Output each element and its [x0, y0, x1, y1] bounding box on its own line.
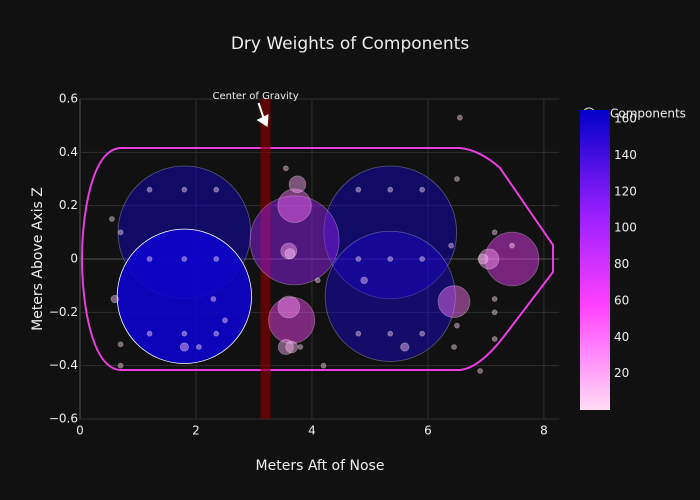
bubble — [509, 242, 515, 249]
bubble — [285, 340, 298, 354]
bubble — [210, 296, 217, 302]
y-tick-label: 0.6 — [59, 92, 78, 106]
bubble — [268, 296, 316, 344]
y-axis-title: Meters Above Axis Z — [30, 187, 46, 331]
bubble — [249, 195, 340, 286]
bubble — [360, 276, 368, 285]
bubble — [213, 256, 220, 262]
bubble — [387, 186, 394, 193]
bubble — [454, 176, 460, 182]
x-tick-label: 2 — [192, 424, 200, 438]
bubble — [108, 216, 115, 222]
bubble — [277, 339, 294, 355]
cg-bar — [260, 99, 271, 419]
bubble — [456, 114, 463, 121]
x-axis-title: Meters Aft of Nose — [256, 458, 385, 474]
bubble — [355, 330, 362, 337]
y-tick-label: −0.2 — [49, 305, 78, 319]
x-tick-label: 8 — [540, 424, 548, 438]
bubble — [478, 248, 500, 270]
bubble — [277, 295, 301, 319]
bubble — [284, 248, 296, 260]
bubble — [179, 342, 189, 352]
bubble — [282, 165, 289, 172]
bubble — [280, 242, 298, 260]
colorbar-tick-label: 60 — [614, 293, 629, 307]
bubble — [320, 362, 327, 369]
bubble — [477, 368, 484, 374]
bubble — [355, 256, 362, 262]
bubble — [146, 256, 153, 262]
bubble — [387, 256, 394, 262]
bubble — [314, 277, 321, 284]
bubble — [419, 330, 426, 337]
bubble — [117, 362, 124, 369]
bubble — [117, 341, 124, 348]
y-tick-label: −0.6 — [49, 412, 78, 426]
bubble — [213, 330, 220, 337]
bubble — [477, 253, 489, 265]
bubble — [491, 229, 498, 236]
legend-label[interactable]: Components — [610, 107, 686, 121]
bubble — [323, 165, 458, 300]
bubble — [181, 256, 188, 262]
colorbar — [580, 110, 610, 410]
cg-annotation: Center of Gravity — [212, 91, 298, 102]
bubble — [110, 294, 119, 304]
bubble — [297, 344, 304, 350]
y-tick-label: 0.2 — [59, 198, 78, 212]
x-tick-label: 6 — [424, 424, 432, 438]
bubble — [491, 296, 498, 302]
bubble — [400, 342, 410, 352]
bubble — [324, 230, 456, 362]
colorbar-tick-label: 120 — [614, 184, 637, 198]
bubble — [146, 186, 153, 193]
y-tick-label: 0.4 — [59, 145, 78, 159]
bubble — [213, 186, 220, 193]
bubble — [355, 186, 362, 193]
bubble — [491, 336, 498, 342]
y-tick-label: −0.4 — [49, 358, 78, 372]
bubble — [387, 330, 394, 337]
x-tick-label: 4 — [308, 424, 316, 438]
bubble — [454, 322, 460, 329]
chart-title: Dry Weights of Components — [231, 34, 470, 54]
colorbar-tick-label: 40 — [614, 330, 629, 344]
bubble — [181, 186, 188, 193]
x-tick-label: 0 — [76, 424, 84, 438]
bubble — [288, 175, 307, 194]
bubble — [195, 344, 202, 350]
bubble — [491, 309, 498, 316]
bubble — [146, 330, 153, 337]
bubble — [419, 256, 426, 262]
bubble — [448, 242, 455, 249]
bubble — [222, 317, 228, 324]
bubble — [437, 285, 471, 319]
bubble — [484, 231, 540, 287]
colorbar-tick-label: 80 — [614, 257, 629, 271]
bubble — [117, 229, 124, 236]
fuselage-outline — [81, 147, 554, 371]
colorbar-tick-label: 20 — [614, 366, 629, 380]
y-tick-label: 0 — [70, 252, 78, 266]
cg-arrowhead — [256, 114, 269, 127]
bubble — [116, 228, 252, 364]
bubble — [419, 186, 426, 193]
colorbar-tick-label: 100 — [614, 221, 637, 235]
cg-arrow — [257, 102, 265, 119]
colorbar-tick-label: 160 — [614, 112, 637, 126]
bubble — [277, 188, 312, 223]
colorbar-tick-label: 140 — [614, 148, 637, 162]
bubble — [451, 344, 457, 350]
bubble-layer — [108, 114, 540, 374]
bubble — [181, 330, 188, 337]
cg-layer — [260, 99, 271, 419]
